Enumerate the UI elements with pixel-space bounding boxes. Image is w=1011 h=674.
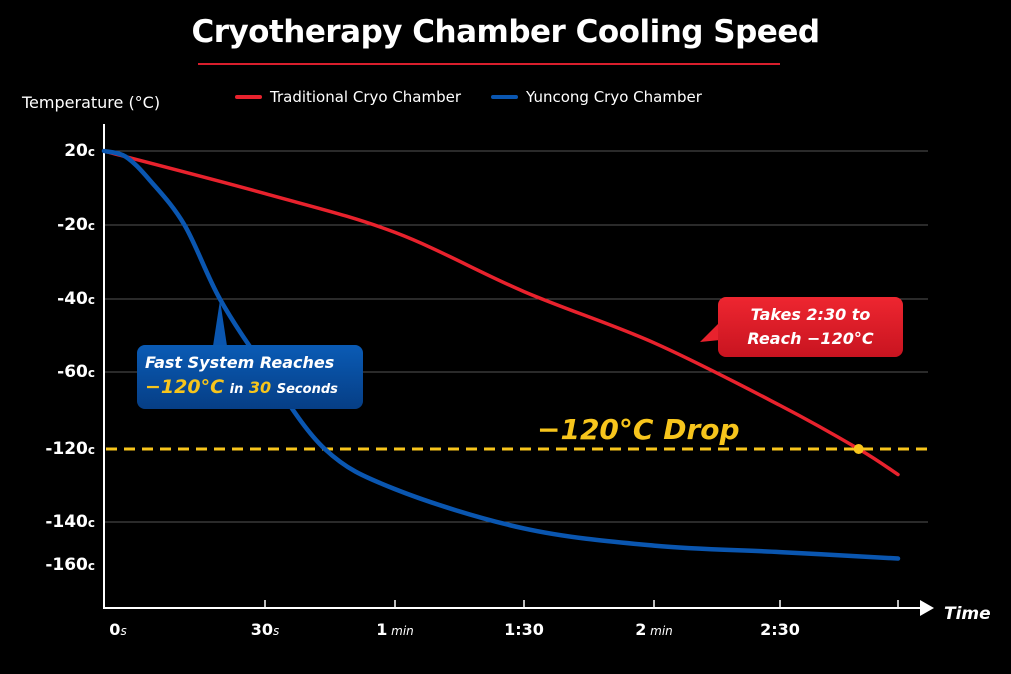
x-tick-value: 0 (109, 620, 121, 639)
y-tick-label: -40c (57, 289, 95, 309)
x-tick-label: 2:30 (760, 620, 800, 639)
legend-item-traditional: Traditional Cryo Chamber (235, 88, 461, 106)
title-underline (198, 63, 780, 65)
chart-title: Cryotherapy Chamber Cooling Speed (191, 14, 820, 50)
legend-swatch-blue (491, 95, 519, 99)
x-tick-value: 2:30 (760, 620, 800, 639)
y-tick-unit: c (87, 516, 95, 530)
y-tick-unit: c (87, 366, 95, 380)
y-tick-unit: c (87, 145, 95, 159)
x-tick-label: 1 min (376, 620, 414, 639)
x-tick-unit: s (273, 624, 280, 638)
y-tick-label: 20c (64, 141, 95, 161)
x-tick-label: 1:30 (504, 620, 544, 639)
y-tick-value: -120 (45, 439, 88, 459)
y-tick-label: -140c (45, 512, 95, 532)
y-tick-value: -60 (57, 362, 88, 382)
callout-pointer (700, 322, 720, 342)
y-tick-value: -140 (45, 512, 88, 532)
callout-line: −120°C in 30 Seconds (145, 375, 355, 402)
legend-label: Yuncong Cryo Chamber (526, 88, 702, 106)
callout-temp: −120°C (145, 376, 225, 398)
x-tick-unit: min (387, 624, 414, 638)
legend: Traditional Cryo Chamber Yuncong Cryo Ch… (235, 88, 702, 106)
legend-swatch-red (235, 95, 262, 99)
y-tick-label: -60c (57, 362, 95, 382)
series-line-traditional (102, 149, 900, 477)
y-tick-label: -160c (45, 555, 95, 575)
callout-traditional: Takes 2:30 to Reach −120°C (718, 297, 903, 357)
legend-label: Traditional Cryo Chamber (270, 88, 462, 106)
x-tick-unit: s (120, 624, 127, 638)
callout-pointer (213, 300, 227, 346)
x-tick-label: 30s (251, 620, 280, 639)
crossing-marker (853, 444, 864, 454)
x-tick-value: 1:30 (504, 620, 544, 639)
x-tick-value: 2 (635, 620, 647, 639)
callout-yuncong: Fast System Reaches −120°C in 30 Seconds (137, 345, 363, 409)
callout-line: Reach −120°C (747, 329, 874, 348)
y-axis-label: Temperature (°C) (22, 93, 161, 112)
callout-text: in (229, 382, 244, 397)
x-tick-label: 2 min (635, 620, 673, 639)
reference-line-label: −120°C Drop (537, 413, 740, 446)
y-tick-unit: c (87, 293, 95, 307)
callout-text: Seconds (276, 382, 338, 397)
y-tick-value: -40 (57, 289, 88, 309)
y-tick-label: -120c (45, 439, 95, 459)
y-tick-label: -20c (57, 215, 95, 235)
x-tick-value: 1 (376, 620, 388, 639)
y-tick-value: -160 (45, 555, 88, 575)
callout-seconds-value: 30 (248, 378, 272, 397)
legend-item-yuncong: Yuncong Cryo Chamber (491, 88, 702, 106)
y-tick-unit: c (87, 219, 95, 233)
x-axis-arrow-icon (920, 600, 934, 616)
y-tick-unit: c (87, 559, 95, 573)
callout-line: Takes 2:30 to (750, 305, 871, 324)
x-tick-value: 30 (250, 620, 273, 639)
y-tick-value: -20 (57, 215, 88, 235)
y-tick-unit: c (87, 443, 95, 457)
x-tick-label: 0s (109, 620, 126, 639)
x-tick-unit: min (646, 624, 673, 638)
series-line-yuncong (101, 148, 901, 561)
callout-line: Fast System Reaches (145, 353, 335, 372)
y-tick-value: 20 (64, 141, 88, 161)
x-axis-label: Time (944, 604, 991, 624)
